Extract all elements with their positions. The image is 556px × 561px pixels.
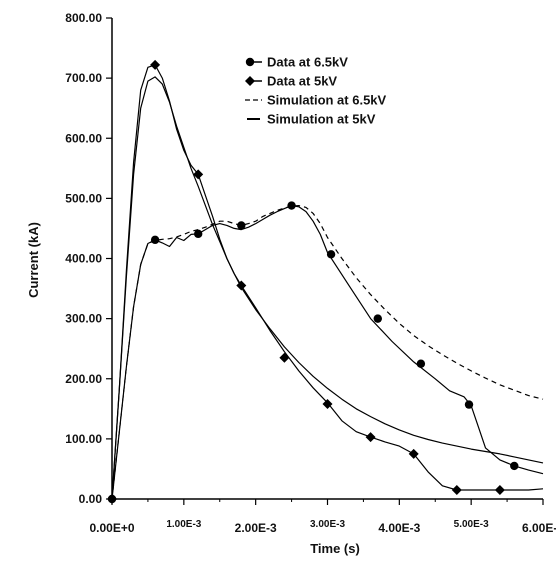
x-tick-label: 5.00E-3 (454, 519, 489, 530)
data-point-diamond (365, 432, 376, 443)
y-tick-label: 0.00 (79, 492, 103, 506)
tick-labels: 0.00 100.00 200.00 300.00 400.00 500.00 600.00… (65, 11, 556, 535)
data-point-circle (373, 314, 382, 323)
series-line-4 (111, 76, 544, 500)
y-axis-label: Current (kA) (26, 222, 41, 298)
data-point-circle (150, 235, 160, 245)
y-tick-label: 100.00 (65, 432, 102, 446)
y-tick-label: 300.00 (65, 312, 102, 326)
x-tick-label: 1.00E-3 (166, 519, 201, 530)
data-point-circle (464, 400, 474, 409)
legend-item-1: Data at 6.5kV (245, 55, 348, 70)
legend-label: Data at 6.5kV (267, 55, 348, 70)
legend-item-2: Data at 5kV (245, 74, 337, 89)
legend-item-3: Simulation at 6.5kV (245, 93, 387, 108)
data-point-circle (326, 250, 336, 259)
y-tick-label: 200.00 (65, 372, 102, 386)
data-point-diamond (150, 59, 161, 70)
data-point-circle (194, 229, 203, 239)
y-tick-label: 700.00 (65, 71, 102, 85)
legend: Data at 6.5kV Data at 5kV Simulation at 6.… (245, 55, 387, 127)
markers-group (107, 59, 519, 504)
x-axis-label: Time (s) (310, 541, 360, 556)
y-tick-label: 500.00 (65, 191, 102, 205)
data-point-circle (416, 359, 426, 368)
legend-label: Simulation at 5kV (267, 112, 376, 127)
data-point-diamond (236, 280, 247, 291)
legend-label: Data at 5kV (267, 74, 337, 89)
y-tick-label: 400.00 (65, 252, 102, 266)
x-tick-label: 3.00E-3 (310, 519, 345, 530)
x-tick-label: 6.00E-3 (522, 521, 556, 535)
series-line-1 (111, 205, 544, 500)
data-point-diamond (107, 494, 117, 504)
x-tick-label: 2.00E-3 (235, 521, 277, 535)
data-point-diamond (494, 484, 505, 495)
data-point-diamond (193, 169, 204, 180)
legend-label: Simulation at 6.5kV (267, 93, 387, 108)
data-point-diamond (451, 484, 462, 495)
data-point-diamond (279, 352, 290, 363)
series-line-3 (111, 205, 544, 500)
data-point-circle (510, 461, 519, 471)
y-tick-label: 800.00 (65, 11, 102, 25)
axes (106, 17, 544, 505)
data-point-diamond (408, 448, 419, 459)
series-group (111, 64, 544, 500)
data-point-diamond (322, 399, 333, 410)
data-point-circle (237, 221, 246, 230)
legend-item-4: Simulation at 5kV (247, 112, 376, 127)
data-point-circle (287, 201, 296, 210)
series-line-2 (111, 64, 544, 500)
y-tick-label: 600.00 (65, 131, 102, 145)
x-tick-label: 4.00E-3 (378, 521, 420, 535)
x-tick-label: 0.00E+0 (89, 521, 134, 535)
